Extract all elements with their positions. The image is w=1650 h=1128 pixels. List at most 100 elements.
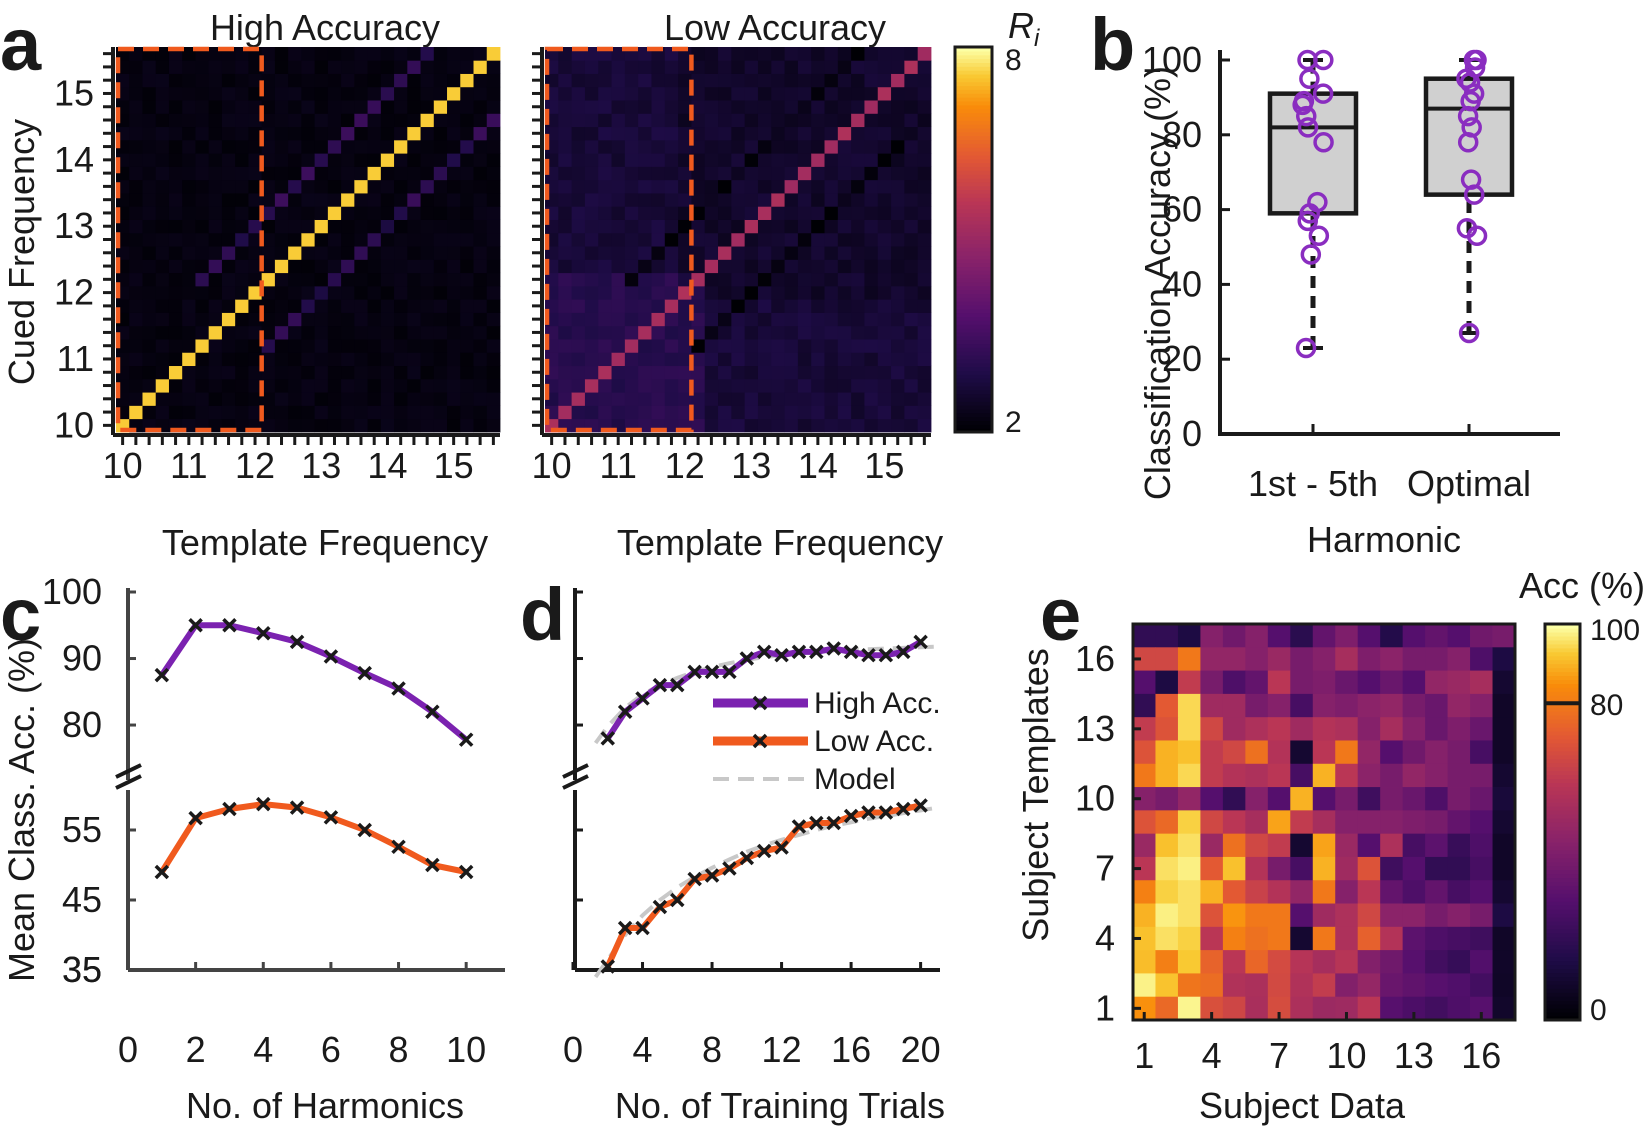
heatmap-cell [433,418,448,433]
heatmap-cell [598,259,612,274]
colorbar-step [955,316,992,321]
colorbar-step [955,112,992,117]
heatmap-cell [1447,787,1471,811]
heatmap-cell [904,339,919,353]
colorbar-step [1545,663,1580,669]
heatmap-cell [301,418,316,433]
heatmap-cell [433,299,448,313]
heatmap-cell [433,219,448,234]
heatmap-cell [235,232,249,247]
heatmap-cell [142,60,157,74]
heatmap-cell [797,60,812,74]
heatmap-cell [261,325,276,340]
heatmap-cell [1335,647,1359,671]
heatmap-cell [545,73,559,88]
heatmap-cell [744,153,759,167]
heatmap-cell [407,86,421,101]
heatmap-cell [1402,693,1426,718]
heatmap-cell [460,378,474,393]
heatmap-cell [274,139,289,154]
heatmap-cell [571,60,586,74]
data-marker [670,892,685,908]
heatmap-cell [797,47,812,61]
heatmap-cell [235,126,249,141]
heatmap-cell [327,73,342,88]
heatmap-cell [545,272,559,287]
heatmap-cell [129,193,143,207]
colorbar-step [955,304,992,310]
heatmap-cell [314,272,329,287]
heatmap-cell [651,405,666,420]
data-marker [861,647,876,663]
heatmap-cell [1380,996,1404,1021]
heatmap-cell [354,246,368,260]
heatmap-cell [301,113,316,128]
heatmap-cell [473,352,488,367]
heatmap-cell [155,179,170,194]
data-marker [617,704,633,719]
heatmap-cell [718,139,732,154]
heatmap-cell [811,418,825,433]
heatmap-cell [420,153,435,167]
heatmap-cell [195,179,210,194]
colorbar-step [1545,921,1580,926]
heatmap-cell [486,153,501,167]
heatmap-cell [314,339,329,353]
heatmap-cell [784,179,799,194]
colorbar-step [1545,798,1580,803]
heatmap-cell [261,246,276,260]
heatmap-cell [837,179,852,194]
heatmap-cell [288,405,302,420]
colorbar-step [955,147,992,152]
heatmap-cell [811,405,825,420]
heatmap-cell [447,126,461,141]
heatmap-cell [221,405,236,420]
heatmap-cell [584,86,599,101]
heatmap-cell [584,365,599,380]
heatmap-cell [354,47,368,61]
colorbar-step [955,366,992,371]
heatmap-cell [1380,903,1404,928]
heatmap-cell [367,405,382,420]
colorbar-step [955,320,992,325]
heatmap-cell [486,365,501,380]
heatmap-cell [771,139,785,154]
heatmap-cell [771,206,785,220]
y-tick-label: 0 [1182,413,1202,454]
heatmap-cell [864,179,879,194]
heatmap-cell [433,259,448,274]
heatmap-cell [571,405,586,420]
heatmap-cell [784,113,799,128]
colorbar-step [955,50,992,56]
heatmap-cell [744,405,759,420]
heatmap-cell [811,60,825,74]
heatmap-cell [718,378,732,393]
heatmap-cell [771,60,785,74]
heatmap-cell [584,73,599,88]
heatmap-cell [1447,880,1471,904]
colorbar-step [1545,841,1580,847]
y-tick-label: 100 [1142,39,1202,80]
heatmap-cell [394,206,408,220]
heatmap-cell [638,206,652,220]
heatmap-cell [142,339,157,353]
heatmap-cell [1133,647,1156,671]
colorbar-step [955,405,992,410]
data-marker [652,899,668,915]
panel-a-colorbar-label: Ri [1008,5,1040,52]
heatmap-cell [129,73,143,88]
heatmap-cell [380,166,395,181]
heatmap-cell [327,246,342,260]
heatmap-cell [182,139,196,154]
heatmap-cell [354,206,368,220]
heatmap-cell [301,272,316,287]
heatmap-cell [837,86,852,101]
heatmap-cell [904,365,919,380]
heatmap-cell [1492,950,1516,974]
heatmap-cell [837,365,852,380]
heatmap-cell [571,285,586,300]
heatmap-cell [691,193,706,207]
heatmap-cell [394,219,408,234]
